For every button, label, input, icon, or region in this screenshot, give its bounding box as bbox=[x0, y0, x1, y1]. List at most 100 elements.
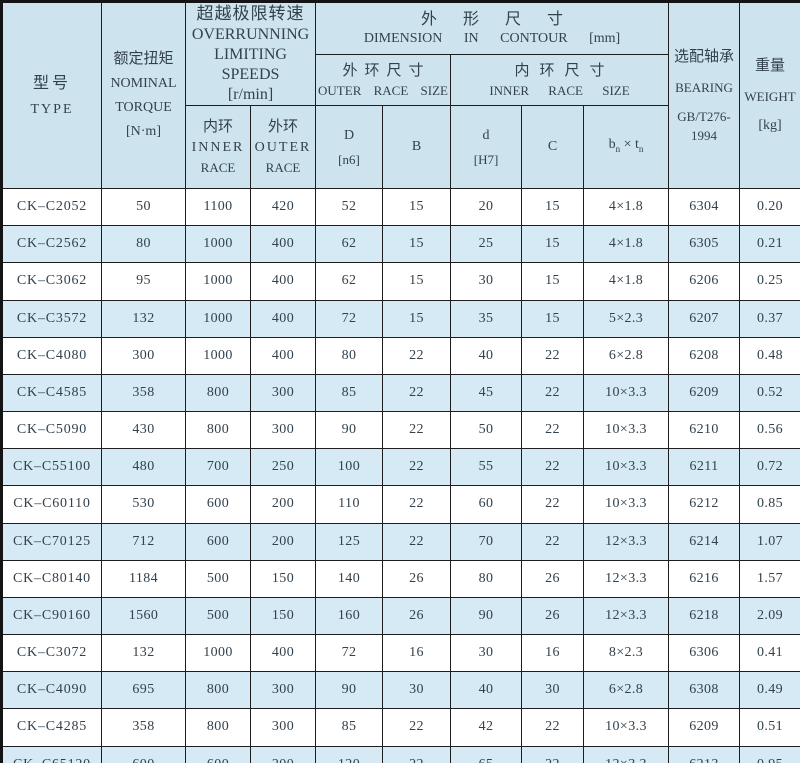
cell-inner-race-speed: 1000 bbox=[185, 262, 251, 301]
cell-bore-d: 40 bbox=[450, 336, 523, 375]
cell-bearing: 6305 bbox=[668, 225, 741, 264]
cell-outer-diameter-D: 120 bbox=[315, 745, 384, 763]
cell-bore-d: 50 bbox=[450, 411, 523, 450]
table-row: CK–C55100 480 700 250 100 22 55 22 10×3.3 6211 0.7… bbox=[1, 448, 800, 487]
col-header-outer-race: 外环 OUTER RACE bbox=[249, 105, 317, 189]
cell-bearing: 6213 bbox=[668, 745, 741, 763]
cell-weight: 0.37 bbox=[739, 299, 800, 338]
cell-width-C: 22 bbox=[521, 745, 585, 763]
cell-outer-diameter-D: 125 bbox=[315, 522, 384, 561]
cell-inner-race-speed: 1000 bbox=[185, 634, 251, 673]
cell-nominal-torque: 358 bbox=[101, 373, 186, 413]
dimension-label-en: DIMENSION IN CONTOUR [mm] bbox=[363, 31, 621, 47]
weight-label-en: WEIGHT bbox=[744, 88, 796, 104]
cell-outer-diameter-D: 160 bbox=[315, 596, 384, 636]
cell-width-B: 22 bbox=[382, 522, 452, 561]
cell-outer-diameter-D: 110 bbox=[315, 485, 384, 524]
cell-type: CK–C5090 bbox=[1, 411, 102, 450]
col-header-outer-race-size: 外环尺寸 OUTER RACE SIZE bbox=[315, 54, 452, 106]
d-tolerance: [H7] bbox=[473, 151, 499, 167]
cell-keyway-bt: 10×3.3 bbox=[583, 708, 670, 747]
cell-outer-diameter-D: 72 bbox=[315, 299, 384, 338]
cell-width-B: 22 bbox=[382, 485, 452, 524]
col-header-C: C bbox=[521, 105, 585, 189]
col-header-inner-race-size: 内环尺寸 INNER RACE SIZE bbox=[450, 54, 670, 106]
torque-label-zh: 额定扭矩 bbox=[113, 51, 174, 67]
cell-nominal-torque: 1184 bbox=[101, 559, 186, 598]
cell-nominal-torque: 530 bbox=[101, 485, 186, 524]
cell-type: CK–C4080 bbox=[1, 336, 102, 375]
cell-nominal-torque: 600 bbox=[101, 745, 186, 763]
cell-nominal-torque: 80 bbox=[101, 225, 186, 264]
cell-weight: 0.95 bbox=[739, 745, 800, 763]
cell-outer-diameter-D: 100 bbox=[315, 448, 384, 487]
cell-width-B: 16 bbox=[382, 634, 452, 673]
cell-weight: 0.56 bbox=[739, 411, 800, 450]
cell-bore-d: 25 bbox=[450, 225, 523, 264]
table-row: CK–C4080 300 1000 400 80 22 40 22 6×2.8 6208 0.48 bbox=[1, 336, 800, 375]
table-row: CK–C90160 1560 500 150 160 26 90 26 12×3.3 6218 2.… bbox=[1, 596, 800, 636]
cell-bearing: 6308 bbox=[668, 671, 741, 710]
cell-outer-race-speed: 200 bbox=[249, 485, 317, 524]
cell-type: CK–C4285 bbox=[1, 708, 102, 747]
cell-keyway-bt: 6×2.8 bbox=[583, 671, 670, 710]
cell-nominal-torque: 430 bbox=[101, 411, 186, 450]
cell-width-C: 22 bbox=[521, 448, 585, 487]
cell-outer-race-speed: 200 bbox=[249, 745, 317, 763]
cell-outer-diameter-D: 62 bbox=[315, 225, 384, 264]
cell-bore-d: 35 bbox=[450, 299, 523, 338]
cell-outer-race-speed: 300 bbox=[249, 671, 317, 710]
torque-label-en2: TORQUE bbox=[115, 100, 172, 115]
cell-weight: 0.48 bbox=[739, 336, 800, 375]
cell-type: CK–C4090 bbox=[1, 671, 102, 710]
cell-type: CK–C3062 bbox=[1, 262, 102, 301]
cell-width-C: 15 bbox=[521, 262, 585, 301]
cell-bearing: 6304 bbox=[668, 187, 741, 227]
table-row: CK–C80140 1184 500 150 140 26 80 26 12×3.3 6216 1.… bbox=[1, 559, 800, 598]
inner-race-label-en1: INNER bbox=[191, 140, 245, 155]
cell-nominal-torque: 300 bbox=[101, 336, 186, 375]
cell-outer-diameter-D: 140 bbox=[315, 559, 384, 598]
cell-outer-race-speed: 400 bbox=[249, 225, 317, 264]
cell-outer-race-speed: 400 bbox=[249, 634, 317, 673]
cell-inner-race-speed: 800 bbox=[185, 373, 251, 413]
table-row: CK–C3062 95 1000 400 62 15 30 15 4×1.8 6206 0.25 bbox=[1, 262, 800, 301]
type-label-zh: 型号 bbox=[32, 74, 71, 92]
cell-nominal-torque: 712 bbox=[101, 522, 186, 561]
B-symbol: B bbox=[411, 139, 422, 154]
cell-bearing: 6212 bbox=[668, 485, 741, 524]
cell-nominal-torque: 480 bbox=[101, 448, 186, 487]
cell-weight: 0.21 bbox=[739, 225, 800, 264]
cell-bearing: 6209 bbox=[668, 373, 741, 413]
table-row: CK–C2562 80 1000 400 62 15 25 15 4×1.8 6305 0.21 bbox=[1, 225, 800, 264]
cell-keyway-bt: 4×1.8 bbox=[583, 225, 670, 264]
cell-type: CK–C3072 bbox=[1, 634, 102, 673]
cell-width-C: 26 bbox=[521, 559, 585, 598]
table-body: CK–C2052 50 1100 420 52 15 20 15 4×1.8 6304 0.20 CK… bbox=[1, 187, 800, 763]
cell-inner-race-speed: 800 bbox=[185, 671, 251, 710]
cell-width-C: 22 bbox=[521, 708, 585, 747]
cell-weight: 0.72 bbox=[739, 448, 800, 487]
speeds-label-en1: OVERRUNNING bbox=[191, 26, 310, 43]
speeds-unit: [r/min] bbox=[227, 86, 274, 103]
cell-weight: 0.85 bbox=[739, 485, 800, 524]
cell-bearing: 6214 bbox=[668, 522, 741, 561]
cell-nominal-torque: 695 bbox=[101, 671, 186, 710]
cell-keyway-bt: 12×3.3 bbox=[583, 596, 670, 636]
cell-type: CK–C2562 bbox=[1, 225, 102, 264]
cell-bore-d: 20 bbox=[450, 187, 523, 227]
D-tolerance: [n6] bbox=[338, 151, 360, 167]
col-header-dimension: 外形尺寸 DIMENSION IN CONTOUR [mm] bbox=[315, 0, 670, 56]
cell-weight: 2.09 bbox=[739, 596, 800, 636]
cell-bore-d: 80 bbox=[450, 559, 523, 598]
torque-label-en1: NOMINAL bbox=[110, 76, 177, 91]
table-row: CK–C5090 430 800 300 90 22 50 22 10×3.3 6210 0.56 bbox=[1, 411, 800, 450]
col-header-torque: 额定扭矩 NOMINAL TORQUE [N·m] bbox=[101, 1, 186, 189]
cell-width-B: 30 bbox=[382, 671, 452, 710]
cell-keyway-bt: 6×2.8 bbox=[583, 336, 670, 375]
cell-bore-d: 55 bbox=[450, 448, 523, 487]
speeds-label-zh: 超越极限转速 bbox=[196, 4, 305, 23]
cell-nominal-torque: 1560 bbox=[101, 596, 186, 636]
bearing-standard: GB/T276-1994 bbox=[677, 108, 731, 143]
